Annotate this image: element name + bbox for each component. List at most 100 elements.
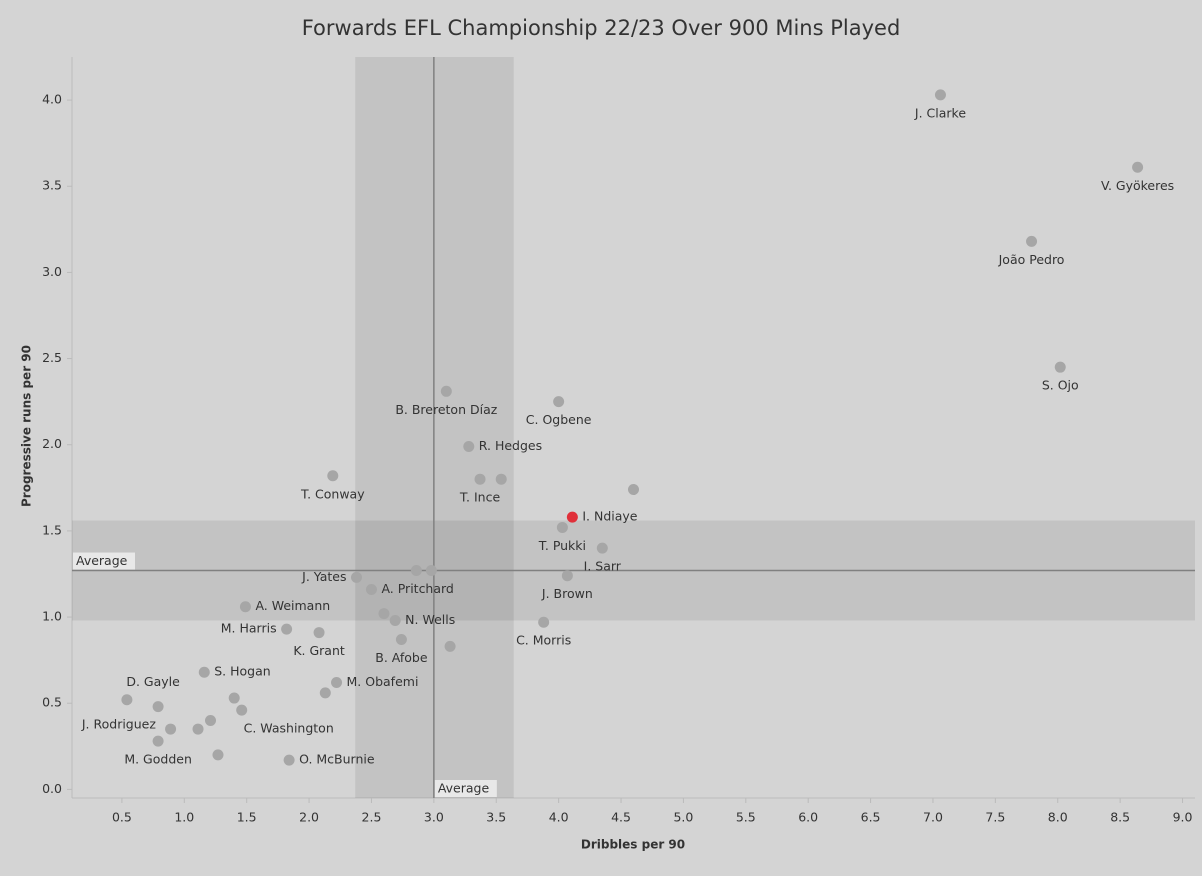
point <box>395 633 407 645</box>
y-tick-label: 4.0 <box>42 92 62 107</box>
point-label: J. Rodriguez <box>81 716 156 731</box>
point <box>495 473 507 485</box>
point-label: J. Brown <box>541 586 593 601</box>
point <box>410 565 422 577</box>
point-label: N. Wells <box>405 612 455 627</box>
x-tick-label: 7.5 <box>985 810 1005 825</box>
x-tick-label: 1.5 <box>237 810 257 825</box>
label-box <box>73 552 135 570</box>
x-tick-label: 5.0 <box>673 810 693 825</box>
point <box>283 754 295 766</box>
point-label: J. Yates <box>301 569 346 584</box>
chart-title: Forwards EFL Championship 22/23 Over 900… <box>302 16 901 40</box>
point-label: T. Ince <box>459 490 501 505</box>
point <box>365 583 377 595</box>
point-label: V. Gyökeres <box>1101 178 1174 193</box>
y-tick-label: 2.5 <box>42 350 62 365</box>
point-label: M. Godden <box>124 752 192 767</box>
x-tick-label: 9.0 <box>1173 810 1193 825</box>
point-label: T. Conway <box>300 486 365 501</box>
point <box>1026 235 1038 247</box>
point <box>212 749 224 761</box>
x-tick-label: 8.0 <box>1048 810 1068 825</box>
x-tick-label: 4.0 <box>549 810 569 825</box>
point <box>1054 361 1066 373</box>
point-label: João Pedro <box>998 252 1065 267</box>
point-label: C. Ogbene <box>526 412 592 427</box>
label-box <box>434 780 497 797</box>
point <box>444 640 456 652</box>
point <box>350 571 362 583</box>
y-tick-label: 1.0 <box>42 609 62 624</box>
point <box>152 735 164 747</box>
y-tick-label: 0.0 <box>42 781 62 796</box>
x-tick-label: 0.5 <box>112 810 132 825</box>
x-tick-label: 7.0 <box>923 810 943 825</box>
point <box>538 616 550 628</box>
point-label: C. Morris <box>516 633 571 648</box>
x-tick-label: 3.5 <box>486 810 506 825</box>
point-label: B. Brereton Díaz <box>395 402 497 417</box>
point <box>561 570 573 582</box>
point <box>425 565 437 577</box>
point-label: A. Weimann <box>255 598 330 613</box>
point-label: B. Afobe <box>375 650 428 665</box>
point-label: D. Gayle <box>126 674 180 689</box>
point <box>556 521 568 533</box>
point-label: S. Hogan <box>214 664 270 679</box>
point <box>313 627 325 639</box>
point <box>121 694 133 706</box>
x-tick-label: 1.0 <box>174 810 194 825</box>
point-label: A. Pritchard <box>381 581 453 596</box>
point <box>934 89 946 101</box>
point-label: C. Washington <box>244 721 334 736</box>
y-tick-label: 2.0 <box>42 436 62 451</box>
point <box>165 723 177 735</box>
point <box>463 440 475 452</box>
point-label: T. Pukki <box>538 538 586 553</box>
y-tick-label: 1.5 <box>42 522 62 537</box>
x-tick-label: 6.5 <box>861 810 881 825</box>
x-tick-label: 5.5 <box>736 810 756 825</box>
point <box>331 677 343 689</box>
point <box>378 608 390 620</box>
point <box>389 615 401 627</box>
x-tick-label: 8.5 <box>1110 810 1130 825</box>
point <box>566 511 578 523</box>
point <box>152 701 164 713</box>
x-tick-label: 2.5 <box>362 810 382 825</box>
y-tick-label: 0.5 <box>42 695 62 710</box>
point <box>474 473 486 485</box>
point <box>327 470 339 482</box>
point <box>239 601 251 613</box>
point-label: R. Hedges <box>479 438 542 453</box>
point <box>553 396 565 408</box>
point-label: I. Ndiaye <box>582 509 637 524</box>
point <box>596 542 608 554</box>
point <box>440 385 452 397</box>
point <box>319 687 331 699</box>
point <box>228 692 240 704</box>
point-label: J. Clarke <box>914 105 966 120</box>
point-label: M. Harris <box>221 621 277 636</box>
y-axis-label: Progressive runs per 90 <box>20 345 34 507</box>
point <box>236 704 248 716</box>
point-label: I. Sarr <box>584 559 622 574</box>
point <box>628 484 639 496</box>
x-tick-label: 3.0 <box>424 810 444 825</box>
point-label: K. Grant <box>293 643 345 658</box>
point <box>281 623 293 635</box>
point <box>1132 161 1144 173</box>
point <box>192 723 204 735</box>
y-tick-label: 3.0 <box>42 264 62 279</box>
x-tick-label: 6.0 <box>798 810 818 825</box>
point-label: O. McBurnie <box>299 752 375 767</box>
point-label: S. Ojo <box>1042 378 1079 393</box>
x-axis-label: Dribbles per 90 <box>581 838 685 852</box>
x-tick-label: 2.0 <box>299 810 319 825</box>
x-average-label: Average <box>438 781 490 796</box>
point <box>205 714 217 726</box>
point-label: M. Obafemi <box>347 674 419 689</box>
